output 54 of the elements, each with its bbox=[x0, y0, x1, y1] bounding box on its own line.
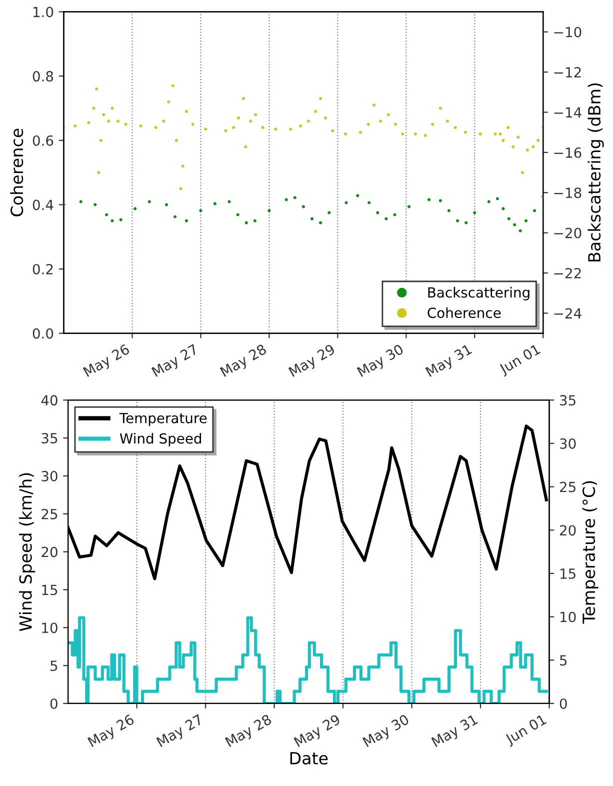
y2-tick-label: −16 bbox=[554, 147, 582, 158]
x-tick-label: May 26 bbox=[87, 714, 136, 750]
y-tick-label: 0 bbox=[50, 698, 58, 709]
y-tick-label: 0.6 bbox=[32, 135, 54, 146]
x-tick-label: May 26 bbox=[82, 344, 132, 380]
x-tick-label: May 28 bbox=[220, 344, 268, 380]
y-axis-title: Coherence bbox=[10, 128, 24, 216]
x-tick-label: May 27 bbox=[156, 714, 204, 750]
y2-tick-label: −20 bbox=[554, 228, 582, 238]
y2-axis-title: Backscattering (dBm) bbox=[588, 83, 604, 262]
y2-tick-label: −22 bbox=[554, 268, 581, 278]
x-tick-label: May 31 bbox=[425, 344, 474, 380]
y2-tick-label: −12 bbox=[554, 67, 581, 78]
y2-tick-label: −14 bbox=[554, 107, 582, 118]
legend-label: Coherence bbox=[428, 307, 501, 318]
y-tick-label: 40 bbox=[41, 395, 58, 406]
y-axis-title: Wind Speed (km/h) bbox=[18, 473, 36, 632]
x-tick-label: May 30 bbox=[356, 344, 406, 380]
y-tick-label: 5 bbox=[50, 660, 58, 672]
y-tick-label: 0.0 bbox=[32, 328, 54, 339]
y-tick-label: 30 bbox=[42, 470, 58, 482]
x-tick-label: May 29 bbox=[288, 344, 337, 380]
x-tick-label: May 31 bbox=[431, 714, 480, 750]
y2-tick-label: −24 bbox=[554, 308, 582, 318]
y-tick-label: 25 bbox=[42, 508, 58, 520]
x-tick-label: May 27 bbox=[151, 344, 200, 380]
legend-label: Backscattering bbox=[428, 286, 530, 300]
legend-label: Temperature bbox=[119, 413, 207, 426]
y-tick-label: 15 bbox=[42, 584, 58, 596]
x-tick-label: Jun 01 bbox=[498, 344, 542, 377]
y-tick-label: 0.4 bbox=[32, 200, 54, 210]
y2-tick-label: 20 bbox=[560, 525, 576, 536]
y-tick-label: 20 bbox=[42, 546, 58, 558]
y2-tick-label: 25 bbox=[560, 482, 576, 492]
y2-tick-label: 15 bbox=[560, 568, 576, 579]
y2-tick-label: 35 bbox=[560, 395, 576, 406]
x-axis-title: Date bbox=[290, 752, 328, 765]
y-tick-label: 0.2 bbox=[32, 264, 53, 274]
y2-tick-label: 5 bbox=[560, 655, 567, 666]
y2-tick-label: 0 bbox=[560, 698, 567, 709]
y2-tick-label: −10 bbox=[554, 26, 582, 38]
y-tick-label: 35 bbox=[42, 432, 58, 444]
y2-tick-label: 30 bbox=[560, 438, 576, 449]
x-tick-label: May 30 bbox=[362, 714, 411, 750]
x-tick-label: May 28 bbox=[224, 714, 274, 750]
x-tick-label: May 29 bbox=[294, 714, 342, 750]
y-tick-label: 1.0 bbox=[33, 6, 54, 18]
y2-tick-label: −18 bbox=[554, 188, 582, 198]
x-tick-label: Jun 01 bbox=[504, 714, 548, 747]
legend-label: Wind Speed bbox=[120, 432, 202, 446]
y-tick-label: 0.8 bbox=[32, 71, 54, 82]
y2-axis-title: Temperature (°C) bbox=[582, 481, 598, 624]
y2-tick-label: 10 bbox=[560, 612, 576, 622]
y-tick-label: 10 bbox=[42, 622, 58, 634]
